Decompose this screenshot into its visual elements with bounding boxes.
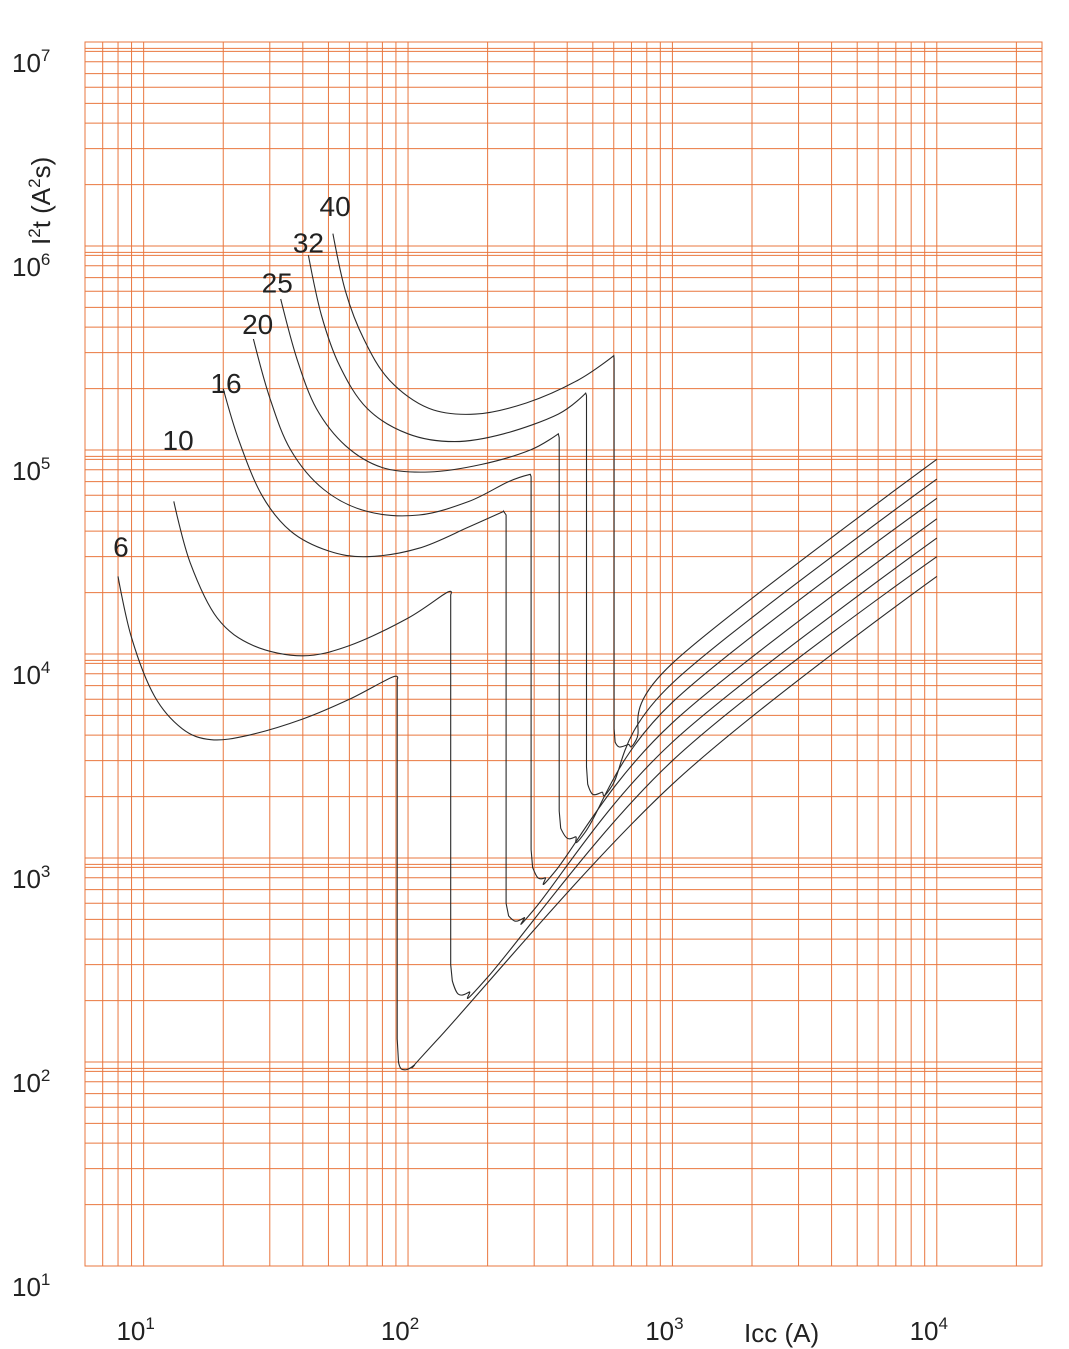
- x-tick-label-exp: 3: [674, 1314, 683, 1333]
- curve-25: [280, 298, 938, 844]
- log-grid: [84, 41, 1043, 1267]
- y-tick-label: 106: [12, 250, 50, 282]
- y-axis-title-exp1: 2: [25, 228, 44, 237]
- y-tick-label: 103: [12, 862, 50, 894]
- curve-6: [117, 575, 938, 1071]
- y-tick-label-exp: 2: [41, 1066, 50, 1085]
- y-axis-title-exp2: 2: [25, 178, 44, 187]
- curve-label-20: 20: [242, 309, 273, 340]
- y-tick-label-base: 10: [12, 252, 41, 282]
- x-tick-label: 102: [381, 1314, 419, 1346]
- curve-40: [332, 233, 938, 748]
- x-tick-label-base: 10: [910, 1316, 939, 1346]
- curve-label-6: 6: [113, 532, 129, 563]
- y-tick-label-base: 10: [12, 1272, 41, 1302]
- y-tick-label-base: 10: [12, 864, 41, 894]
- x-tick-label-base: 10: [381, 1316, 410, 1346]
- y-axis-title-base: I: [26, 238, 56, 245]
- y-tick-label-base: 10: [12, 456, 41, 486]
- y-tick-label-base: 10: [12, 48, 41, 78]
- y-tick-label-exp: 6: [41, 250, 50, 269]
- y-axis-title: I2t (A2s): [25, 157, 56, 245]
- x-tick-label: 104: [910, 1314, 948, 1346]
- curve-32: [307, 255, 938, 797]
- x-tick-labels: 101 102 103 104: [116, 1314, 948, 1346]
- y-tick-label-base: 10: [12, 1068, 41, 1098]
- y-tick-label-exp: 5: [41, 454, 50, 473]
- y-tick-label: 105: [12, 454, 50, 486]
- y-tick-label-base: 10: [12, 660, 41, 690]
- x-tick-label-base: 10: [116, 1316, 145, 1346]
- y-tick-label: 104: [12, 658, 50, 690]
- x-tick-label-exp: 4: [939, 1314, 948, 1333]
- curve-label-32: 32: [293, 227, 324, 258]
- y-tick-label-exp: 1: [41, 1270, 50, 1289]
- x-tick-label-exp: 1: [145, 1314, 154, 1333]
- curve-10: [173, 501, 938, 999]
- curve-label-16: 16: [210, 368, 241, 399]
- y-tick-label: 101: [12, 1270, 50, 1302]
- x-tick-label: 101: [116, 1314, 154, 1346]
- curve-20: [252, 338, 938, 886]
- y-tick-label: 102: [12, 1066, 50, 1098]
- curve-16: [222, 388, 938, 925]
- y-tick-label-exp: 4: [41, 658, 50, 677]
- x-tick-label-exp: 2: [410, 1314, 419, 1333]
- curve-label-40: 40: [320, 191, 351, 222]
- x-tick-label: 103: [645, 1314, 683, 1346]
- curve-label-10: 10: [163, 425, 194, 456]
- x-axis-title: Icc (A): [744, 1318, 819, 1348]
- curve-label-25: 25: [262, 268, 293, 299]
- y-axis-title-end: s): [26, 157, 56, 179]
- curve-group: [117, 233, 938, 1071]
- y-tick-label: 107: [12, 46, 50, 78]
- y-tick-label-exp: 7: [41, 46, 50, 65]
- x-tick-label-base: 10: [645, 1316, 674, 1346]
- y-tick-label-exp: 3: [41, 862, 50, 881]
- y-axis-title-mid: t (A: [26, 187, 56, 228]
